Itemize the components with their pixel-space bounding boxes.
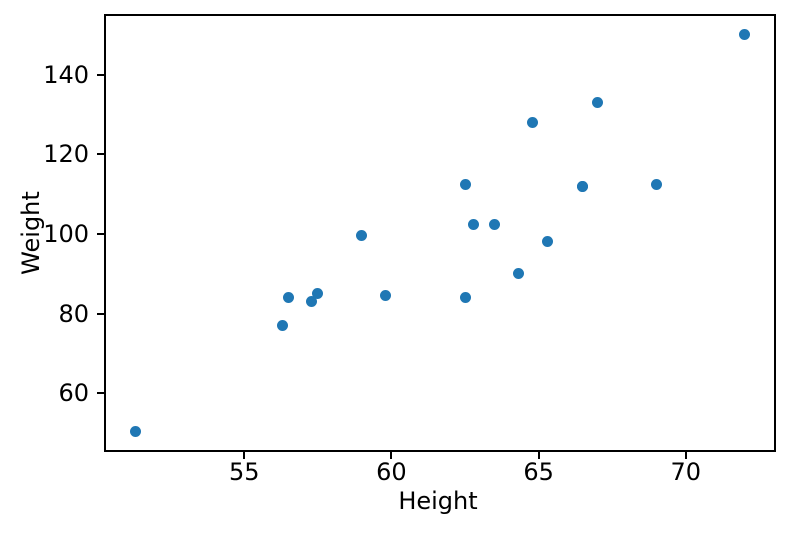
- x-tick-label: 70: [670, 458, 702, 486]
- scatter-point: [380, 290, 392, 302]
- scatter-point: [591, 97, 603, 109]
- plot-area: [104, 14, 776, 452]
- scatter-point: [129, 425, 141, 437]
- y-tick-label: 120: [43, 140, 89, 169]
- x-axis-label: Height: [398, 487, 478, 515]
- scatter-point: [739, 29, 751, 41]
- x-tick-label: 55: [228, 458, 260, 486]
- y-tick-mark: [97, 153, 104, 156]
- scatter-point: [541, 236, 553, 248]
- scatter-point: [277, 320, 288, 332]
- scatter-point: [488, 218, 500, 230]
- y-tick-label: 60: [58, 379, 89, 408]
- scatter-point: [356, 230, 368, 242]
- scatter-point: [312, 288, 324, 300]
- scatter-point: [282, 292, 294, 304]
- y-tick-mark: [97, 232, 104, 235]
- scatter-point: [650, 178, 662, 190]
- scatter-point: [512, 268, 524, 280]
- scatter-point: [459, 292, 471, 304]
- x-tick-mark: [243, 452, 246, 459]
- y-tick-label: 140: [43, 60, 89, 89]
- x-tick-label: 60: [376, 458, 407, 486]
- x-tick-mark: [390, 452, 393, 459]
- scatter-point: [577, 180, 589, 192]
- x-tick-mark: [537, 452, 540, 459]
- x-tick-label: 65: [523, 458, 554, 486]
- y-tick-label: 100: [43, 219, 89, 248]
- scatter-point: [527, 117, 539, 128]
- scatter-point: [306, 296, 318, 308]
- y-axis-label: Weight: [17, 191, 45, 275]
- x-tick-mark: [684, 452, 687, 459]
- scatter-point: [459, 178, 471, 190]
- y-tick-label: 80: [58, 299, 89, 328]
- y-tick-mark: [97, 392, 104, 395]
- y-tick-mark: [97, 312, 104, 315]
- scatter-point: [468, 218, 480, 230]
- y-tick-mark: [97, 73, 104, 76]
